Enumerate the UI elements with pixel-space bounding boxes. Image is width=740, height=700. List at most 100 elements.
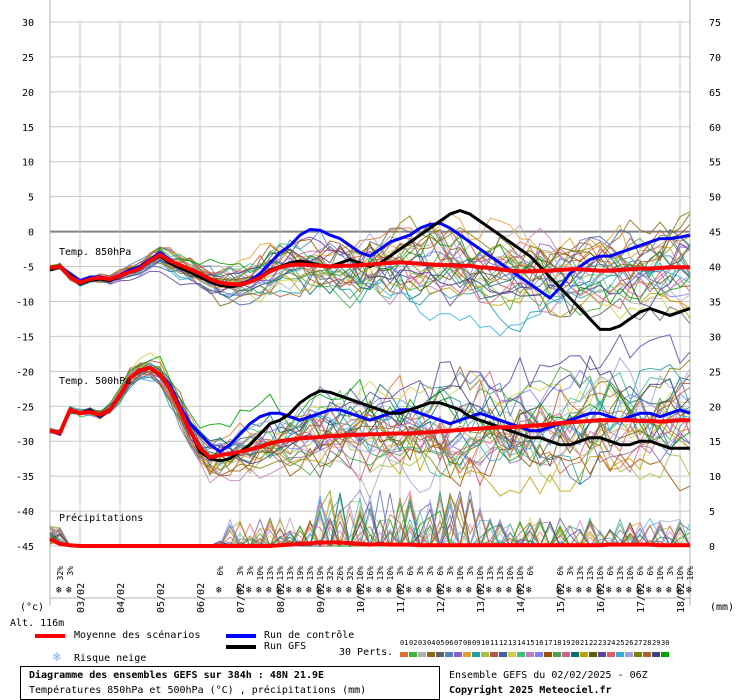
snow-risk-value: 19% <box>316 566 325 581</box>
snow-flake-mark: ❄ <box>416 585 423 596</box>
pert-number: 20 <box>571 639 580 647</box>
perturbation-numbers: 0102030405060708091011121314151617181920… <box>400 639 670 647</box>
pert-number: 05 <box>436 639 445 647</box>
pert-swatch <box>598 652 606 657</box>
snow-label: Risque neige <box>74 653 147 664</box>
pert-swatch <box>535 652 543 657</box>
snow-risk-value: 10% <box>626 566 635 581</box>
mean-label: Moyenne des scénarios <box>74 630 201 641</box>
pert-swatch <box>607 652 615 657</box>
right-tick-label: 45 <box>709 228 721 239</box>
pert-number: 06 <box>445 639 454 647</box>
snow-risk-value: 10% <box>476 566 485 581</box>
panel-label-t850: Temp. 850hPa <box>59 247 131 258</box>
snow-flake-mark: ❄ <box>446 585 453 596</box>
snow-flake-mark: ❄ <box>556 585 563 596</box>
series-line-t500 <box>49 365 690 460</box>
snow-risk-value: 10% <box>516 566 525 581</box>
left-tick-label: 0 <box>28 228 34 239</box>
right-tick-label: 15 <box>709 437 721 448</box>
pert-number: 13 <box>508 639 517 647</box>
footer-title: Diagramme des ensembles GEFS sur 384h : … <box>29 670 325 681</box>
pert-swatch <box>427 652 435 657</box>
pert-swatch <box>400 652 408 657</box>
pert-number: 22 <box>589 639 598 647</box>
pert-number: 14 <box>517 639 526 647</box>
right-tick-label: 65 <box>709 88 721 99</box>
panel-label-t500: Temp. 500hPa <box>59 376 131 387</box>
snow-flake-mark: ❄ <box>56 585 63 596</box>
snow-flake-mark: ❄ <box>256 585 263 596</box>
x-tick-label: 05/02 <box>156 583 167 613</box>
x-tick-label: 17/02 <box>636 583 647 613</box>
perturbation-line-t850 <box>49 244 691 316</box>
snow-flake-mark: ❄ <box>506 585 513 596</box>
snow-risk-value: 13% <box>266 566 275 581</box>
snow-flake-mark: ❄ <box>576 585 583 596</box>
left-tick-label: -35 <box>16 472 34 483</box>
pert-number: 10 <box>481 639 490 647</box>
pert-number: 19 <box>562 639 571 647</box>
series-line-t850 <box>49 252 690 287</box>
pert-swatch <box>562 652 570 657</box>
snow-flake-mark: ❄ <box>316 585 323 596</box>
snow-flake-mark: ❄ <box>596 585 603 596</box>
left-tick-label: -25 <box>16 402 34 413</box>
snow-flake-mark: ❄ <box>376 585 383 596</box>
pert-swatch <box>454 652 462 657</box>
right-tick-label: 40 <box>709 263 721 274</box>
series-line-precip <box>49 537 690 548</box>
snow-risk-value: 6% <box>606 566 615 576</box>
pert-swatch <box>544 652 552 657</box>
pert-swatch <box>463 652 471 657</box>
snow-risk-value: 19% <box>296 566 305 581</box>
x-tick-label: 09/02 <box>316 583 327 613</box>
perts-label: 30 Perts. <box>339 647 394 658</box>
right-tick-label: 70 <box>709 53 721 64</box>
snow-flake-mark: ❄ <box>286 585 293 596</box>
snow-risk-value: 6% <box>436 566 445 576</box>
left-axis: 30 25 20 15 10 5 0 -5 -10 -15 -20 -25 -30 -35 -40 -45 <box>16 18 34 553</box>
pert-swatch <box>661 652 669 657</box>
x-tick-label: 11/02 <box>396 583 407 613</box>
snow-risk-value: 3% <box>666 566 675 576</box>
snow-flake-mark: ❄ <box>606 585 613 596</box>
pert-number: 27 <box>634 639 643 647</box>
pert-swatch <box>571 652 579 657</box>
perturbation-line-t850 <box>49 232 691 305</box>
pert-swatch <box>643 652 651 657</box>
right-tick-label: 10 <box>709 472 721 483</box>
snow-flake-mark: ❄ <box>486 585 493 596</box>
snow-risk-value: 3% <box>246 566 255 576</box>
pert-swatch <box>589 652 597 657</box>
x-tick-label: 10/02 <box>356 583 367 613</box>
pert-number: 24 <box>607 639 616 647</box>
snow-flake-mark: ❄ <box>626 585 633 596</box>
snow-flake-mark: ❄ <box>616 585 623 596</box>
snow-flake-mark: ❄ <box>586 585 593 596</box>
snow-risk-value: 13% <box>276 566 285 581</box>
pert-swatch <box>490 652 498 657</box>
pert-number: 18 <box>553 639 562 647</box>
snow-flake-mark: ❄ <box>276 585 283 596</box>
pert-number: 28 <box>643 639 652 647</box>
pert-number: 23 <box>598 639 607 647</box>
right-tick-label: 0 <box>709 542 715 553</box>
x-tick-label: 16/02 <box>596 583 607 613</box>
gfs-line-swatch <box>226 645 256 649</box>
perturbation-line-t500 <box>49 355 691 462</box>
perturbation-line-t500 <box>49 360 691 487</box>
pert-number: 11 <box>490 639 499 647</box>
left-tick-label: -45 <box>16 542 34 553</box>
legend-area: Alt. 116m Moyenne des scénarios Run de c… <box>0 618 740 700</box>
left-tick-label: 30 <box>22 18 34 29</box>
snow-risk-value: 13% <box>496 566 505 581</box>
altitude-label: Alt. 116m <box>10 618 65 629</box>
left-tick-label: -5 <box>22 263 34 274</box>
pert-number: 04 <box>427 639 436 647</box>
snow-risk-value: 6% <box>646 566 655 576</box>
snow-risk-value: 3% <box>426 566 435 576</box>
panel-label-precip: Précipitations <box>59 512 143 524</box>
right-tick-label: 75 <box>709 18 721 29</box>
